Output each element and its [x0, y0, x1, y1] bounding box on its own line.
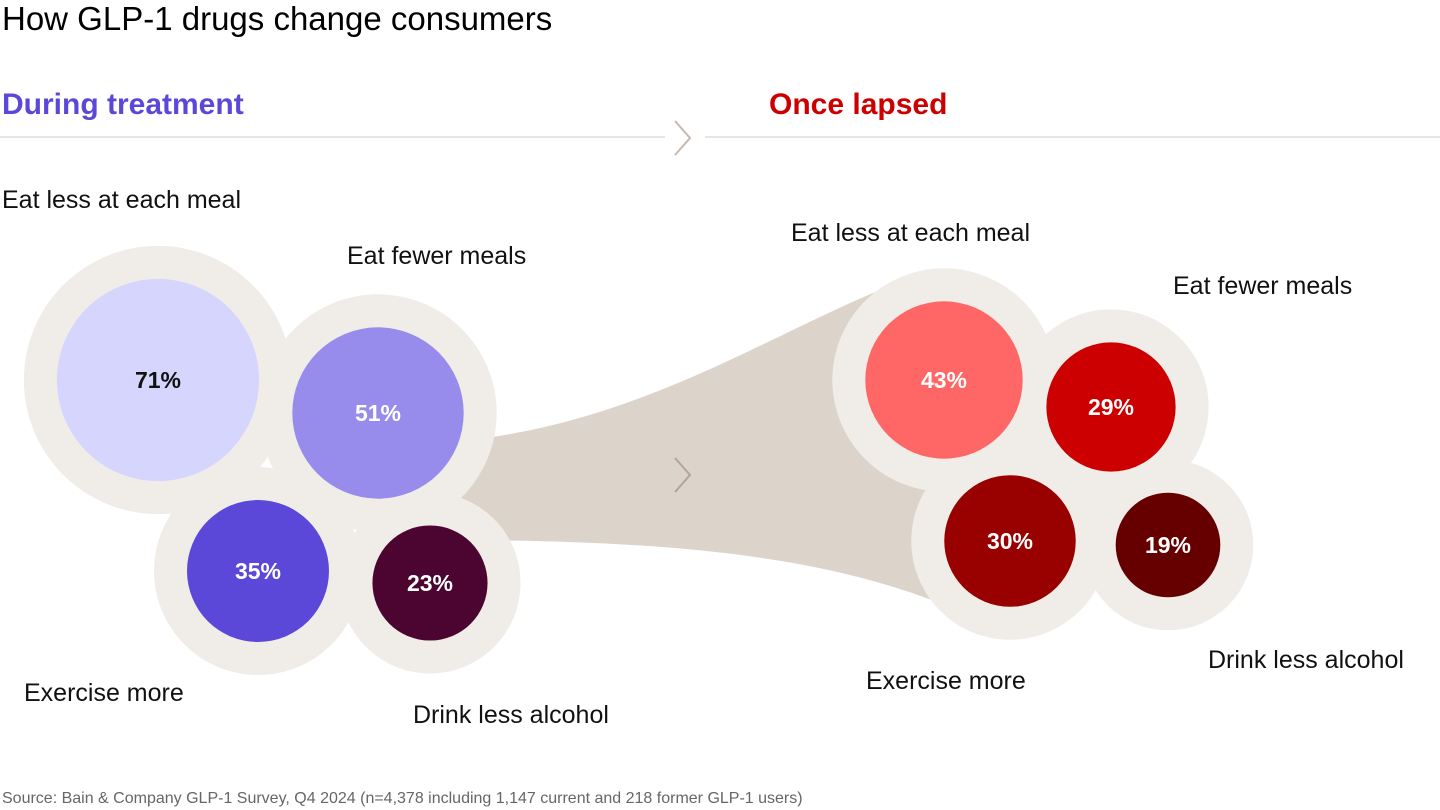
section-during-treatment: During treatment	[2, 88, 244, 121]
chevron-right-icon	[674, 457, 692, 493]
source-note: Source: Bain & Company GLP-1 Survey, Q4 …	[2, 790, 803, 807]
bubble-value-label: 71%	[135, 367, 181, 393]
bubble-1-3	[1115, 492, 1221, 598]
bubble-1-2	[944, 475, 1076, 607]
label-right-exercise: Exercise more	[866, 667, 1026, 695]
bubble-value-label: 35%	[235, 558, 281, 584]
label-left-eat-less: Eat less at each meal	[2, 186, 242, 214]
label-left-fewer-meals: Eat fewer meals	[347, 242, 527, 270]
label-right-fewer-meals: Eat fewer meals	[1173, 272, 1353, 300]
chart-title: How GLP-1 drugs change consumers	[2, 0, 553, 37]
label-right-eat-less: Eat less at each meal	[791, 219, 1031, 247]
bubble-0-3	[372, 525, 488, 641]
bubble-value-label: 51%	[355, 400, 401, 426]
bubble-value-label: 43%	[921, 367, 967, 393]
bubble-value-label: 19%	[1145, 532, 1191, 558]
label-left-alcohol: Drink less alcohol	[413, 701, 609, 729]
bubble-0-0	[56, 278, 260, 482]
label-left-exercise: Exercise more	[24, 679, 184, 707]
bubble-value-label: 30%	[987, 528, 1033, 554]
bubble-0-2	[187, 500, 329, 642]
bubble-value-label: 29%	[1088, 394, 1134, 420]
label-right-alcohol: Drink less alcohol	[1208, 646, 1404, 674]
bubble-value-label: 23%	[407, 570, 453, 596]
bubble-1-1	[1046, 342, 1176, 472]
bubble-1-0	[865, 301, 1023, 459]
section-once-lapsed: Once lapsed	[769, 88, 948, 121]
chevron-right-icon	[674, 120, 692, 156]
bubble-0-1	[292, 327, 464, 499]
